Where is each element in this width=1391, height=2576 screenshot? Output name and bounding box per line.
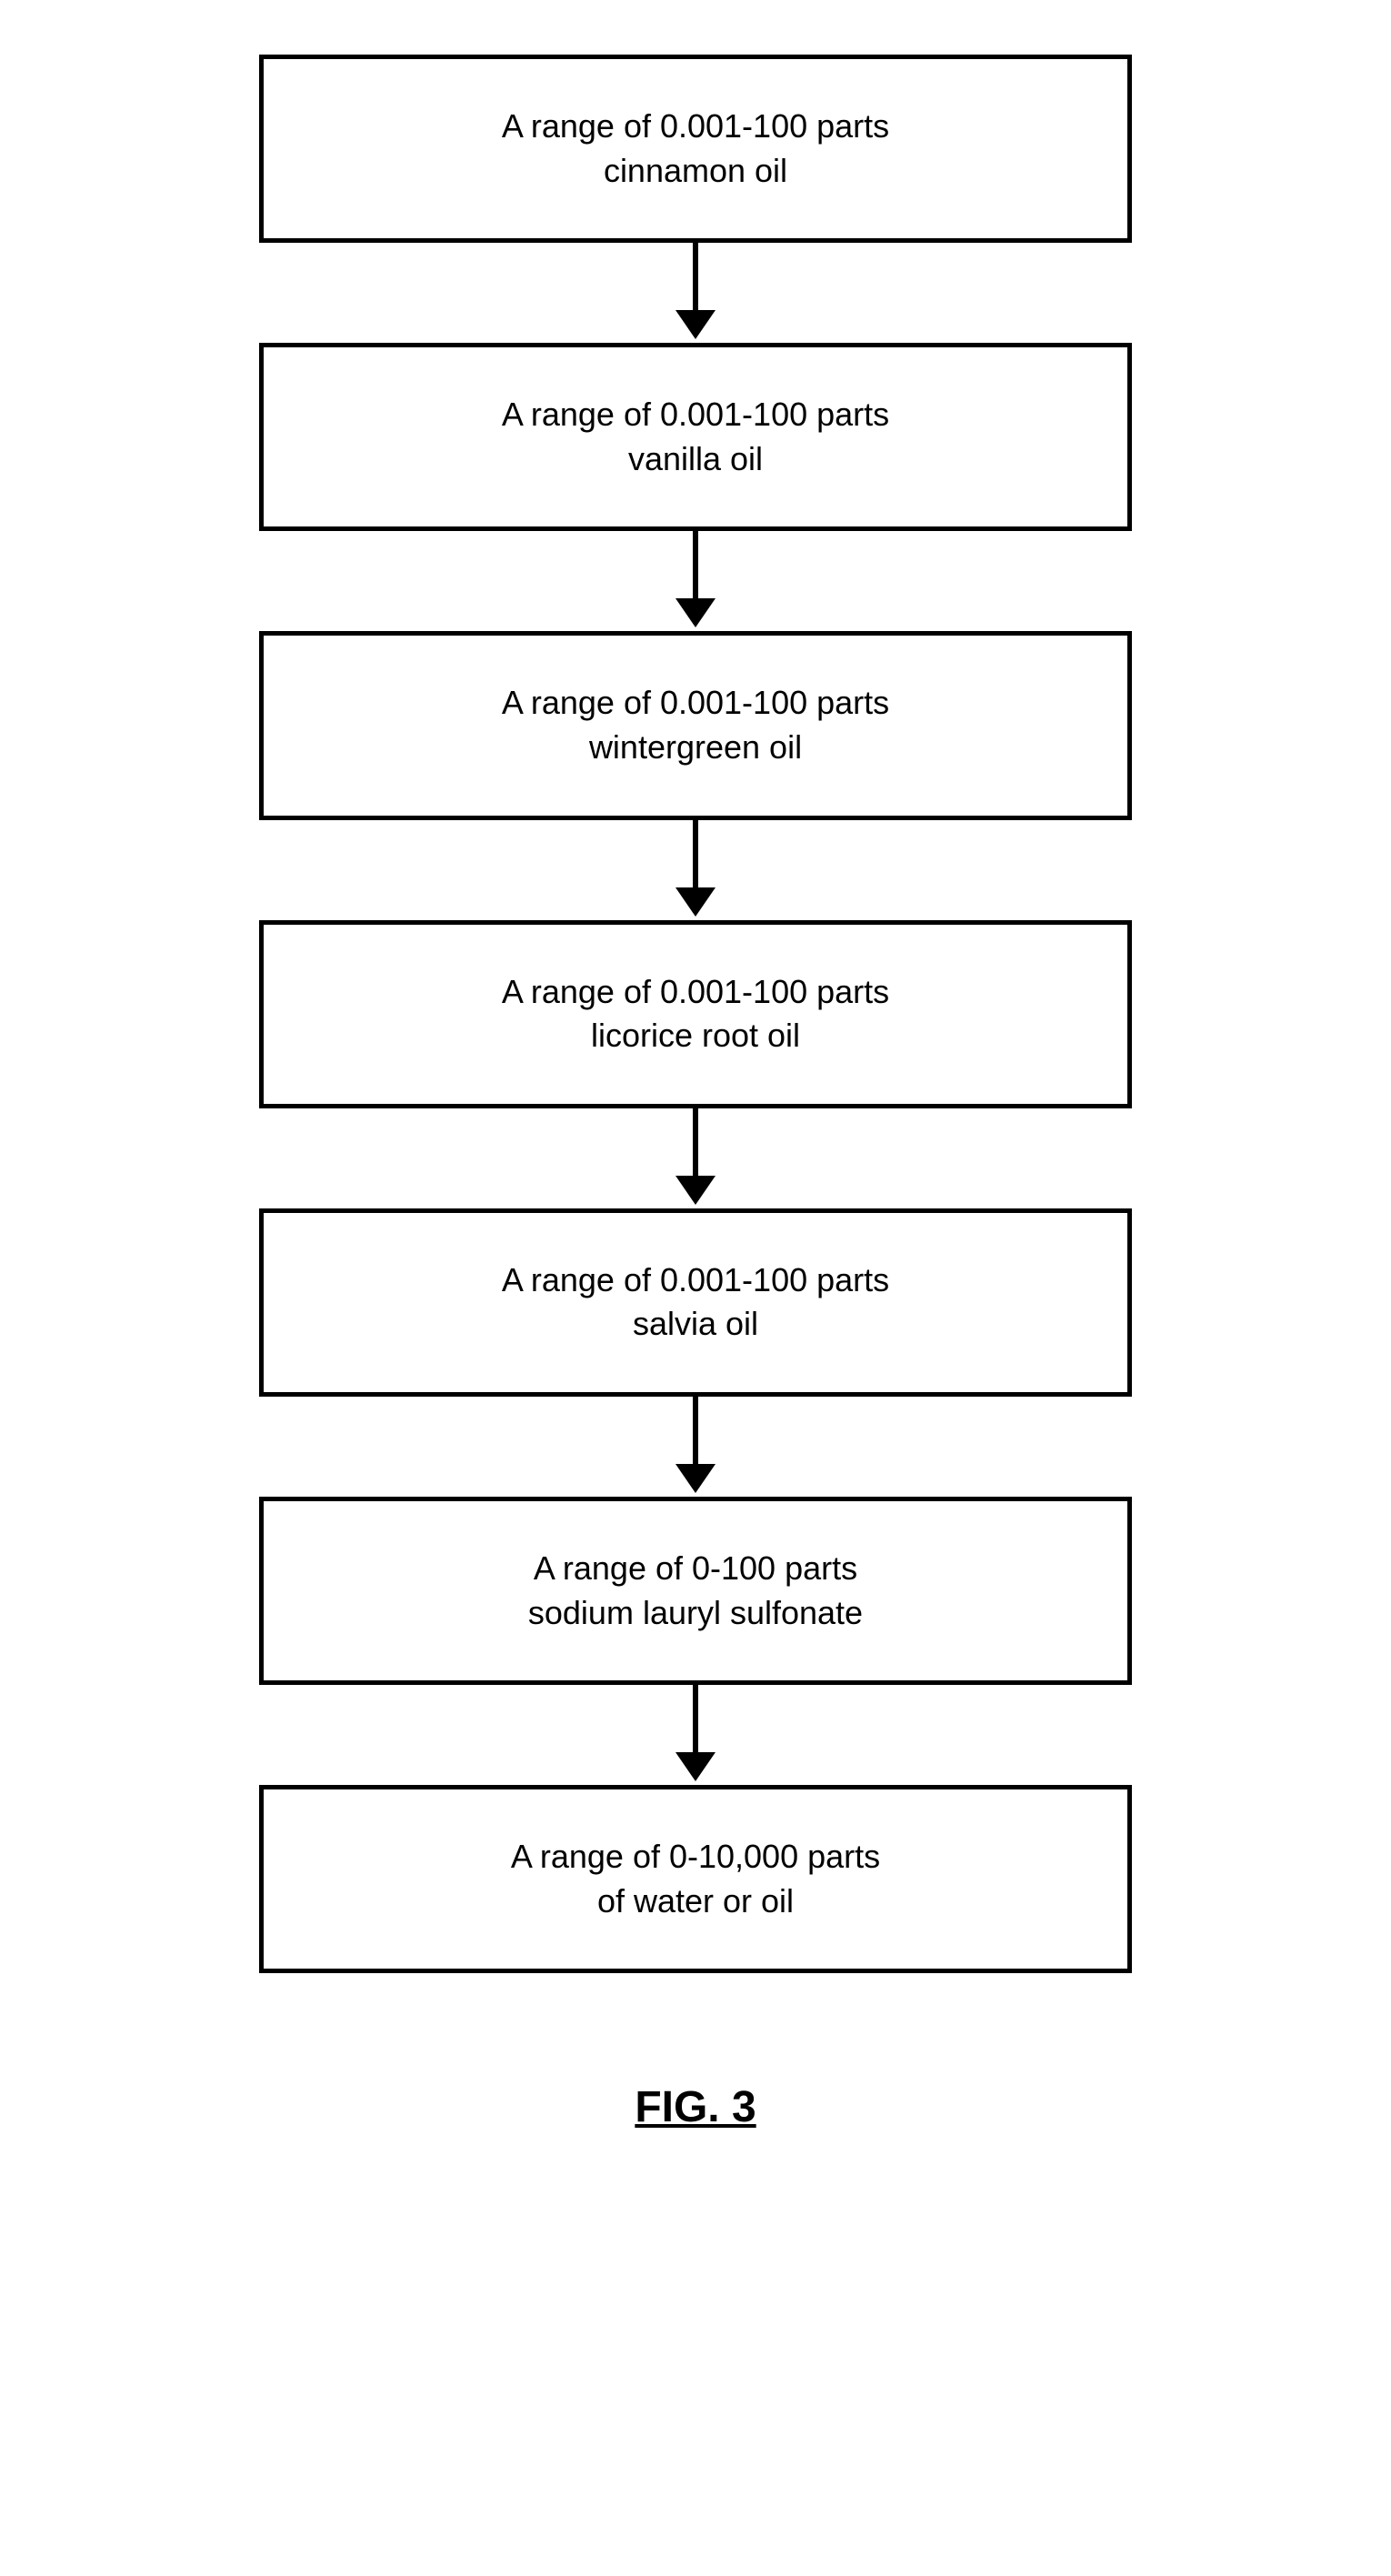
flowchart-node: A range of 0.001-100 parts cinnamon oil	[259, 55, 1132, 243]
arrow-head-icon	[675, 310, 716, 339]
arrow-head-icon	[675, 887, 716, 917]
node-line2: sodium lauryl sulfonate	[528, 1594, 863, 1631]
node-line1: A range of 0-100 parts	[534, 1549, 857, 1587]
node-line2: salvia oil	[633, 1305, 758, 1342]
arrow-line	[693, 820, 698, 888]
node-line2: cinnamon oil	[604, 152, 787, 189]
flowchart-node: A range of 0.001-100 parts vanilla oil	[259, 343, 1132, 531]
arrow-line	[693, 531, 698, 599]
flowchart-arrow	[675, 1108, 716, 1208]
arrow-head-icon	[675, 598, 716, 627]
node-line1: A range of 0-10,000 parts	[511, 1838, 880, 1875]
node-line1: A range of 0.001-100 parts	[502, 684, 889, 721]
node-line1: A range of 0.001-100 parts	[502, 396, 889, 433]
node-line2: wintergreen oil	[589, 728, 802, 766]
flowchart-arrow	[675, 820, 716, 920]
flowchart-node: A range of 0-100 parts sodium lauryl sul…	[259, 1497, 1132, 1685]
arrow-line	[693, 243, 698, 311]
node-line1: A range of 0.001-100 parts	[502, 107, 889, 145]
node-line2: of water or oil	[597, 1882, 794, 1919]
flowchart-node: A range of 0.001-100 parts licorice root…	[259, 920, 1132, 1108]
figure-label: FIG. 3	[635, 2082, 756, 2132]
arrow-head-icon	[675, 1176, 716, 1205]
node-line2: vanilla oil	[628, 440, 763, 477]
flowchart-arrow	[675, 1685, 716, 1785]
flowchart-container: A range of 0.001-100 parts cinnamon oil …	[259, 55, 1132, 2132]
node-line2: licorice root oil	[591, 1017, 800, 1054]
node-line1: A range of 0.001-100 parts	[502, 1261, 889, 1298]
flowchart-arrow	[675, 243, 716, 343]
arrow-line	[693, 1108, 698, 1177]
flowchart-node: A range of 0-10,000 parts of water or oi…	[259, 1785, 1132, 1973]
arrow-line	[693, 1685, 698, 1753]
node-line1: A range of 0.001-100 parts	[502, 973, 889, 1010]
flowchart-arrow	[675, 1397, 716, 1497]
flowchart-node: A range of 0.001-100 parts salvia oil	[259, 1208, 1132, 1397]
arrow-head-icon	[675, 1464, 716, 1493]
arrow-line	[693, 1397, 698, 1465]
flowchart-node: A range of 0.001-100 parts wintergreen o…	[259, 631, 1132, 819]
flowchart-arrow	[675, 531, 716, 631]
arrow-head-icon	[675, 1752, 716, 1781]
